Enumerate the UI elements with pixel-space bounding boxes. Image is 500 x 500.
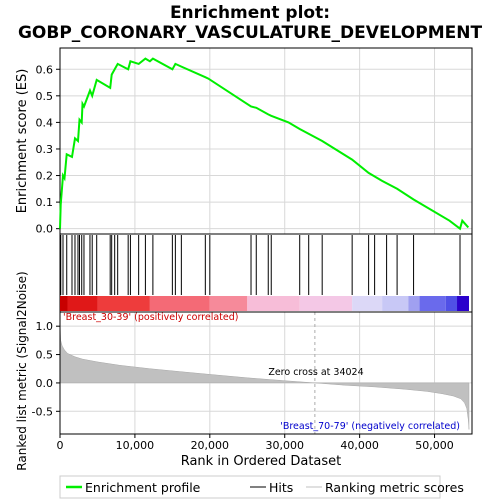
- negative-correlation-label: 'Breast_70-79' (negatively correlated): [280, 421, 460, 432]
- metric-y-tick-label: 0.0: [36, 377, 54, 390]
- metric-x-tick-label: 10,000: [116, 439, 155, 452]
- ranking-metric-area: [59, 320, 470, 430]
- metric-x-axis-label: Rank in Ordered Dataset: [181, 454, 342, 469]
- es-y-tick-label: 0.0: [36, 223, 54, 236]
- legend: Enrichment profile Hits Ranking metric s…: [59, 475, 464, 499]
- metric-frame: [59, 311, 473, 435]
- heat-bar-segment: [445, 296, 458, 311]
- metric-x-tick-label: 40,000: [340, 439, 379, 452]
- legend-label-metric: Ranking metric scores: [325, 480, 464, 495]
- heat-bar-segment: [299, 296, 353, 311]
- metric-x-tick-label: 20,000: [191, 439, 230, 452]
- heat-bar-segment: [209, 296, 248, 311]
- es-y-tick-label: 0.4: [36, 116, 54, 129]
- es-y-tick-label: 0.5: [36, 90, 54, 103]
- es-y-tick-label: 0.1: [36, 196, 54, 209]
- hits-panel: [59, 233, 473, 313]
- title-line-2: GOBP_CORONARY_VASCULATURE_DEVELOPMENT: [18, 23, 482, 43]
- metric-y-tick-label: -0.5: [32, 405, 53, 418]
- metric-y-axis-label: Ranked list metric (Signal2Noise): [15, 271, 29, 470]
- metric-x-tick-label: 0: [57, 439, 64, 452]
- positive-correlation-label: 'Breast_30-39' (positively correlated): [63, 312, 239, 323]
- es-y-axis-label: Enrichment score (ES): [15, 69, 30, 214]
- heat-bar-segment: [419, 296, 446, 311]
- metric-x-axis: 0 10,000 20,000 30,000 40,000 50,000: [57, 434, 454, 452]
- ranked-list-heat-bar: [60, 296, 470, 311]
- es-y-tick-label: 0.3: [36, 143, 54, 156]
- enrichment-panel: 0.0 0.1 0.2 0.3 0.4 0.5 0.6 Enrichment score (…: [15, 47, 473, 236]
- heat-bar-segment: [97, 296, 150, 311]
- title-line-1: Enrichment plot:: [170, 3, 330, 23]
- heat-bar-segment: [149, 296, 210, 311]
- heat-bar-segment: [352, 296, 383, 311]
- es-y-tick-label: 0.6: [36, 63, 54, 76]
- metric-y-tick-label: 1.0: [36, 320, 54, 333]
- heat-bar-segment: [408, 296, 420, 311]
- heat-bar-segment: [60, 296, 68, 311]
- metric-x-tick-label: 30,000: [265, 439, 304, 452]
- zero-cross-label: Zero cross at 34024: [268, 367, 363, 378]
- enrichment-profile-line: [59, 57, 470, 231]
- heat-bar-segment: [247, 296, 300, 311]
- heat-bar-segment: [382, 296, 409, 311]
- heat-bar-segment: [457, 296, 470, 311]
- hit-lines: [60, 235, 461, 295]
- metric-x-tick-label: 50,000: [415, 439, 454, 452]
- metric-y-axis: -0.5 0.0 0.5 1.0: [32, 320, 60, 418]
- metric-y-tick-label: 0.5: [36, 349, 54, 362]
- legend-label-enrichment: Enrichment profile: [85, 480, 201, 495]
- heat-bar-segment: [67, 296, 98, 311]
- es-y-tick-label: 0.2: [36, 170, 54, 183]
- metric-panel: -0.5 0.0 0.5 1.0 0 10,000 20,000 30,000 40,000 5…: [15, 271, 473, 471]
- es-y-axis: 0.0 0.1 0.2 0.3 0.4 0.5 0.6: [36, 63, 60, 236]
- legend-label-hits: Hits: [269, 480, 293, 495]
